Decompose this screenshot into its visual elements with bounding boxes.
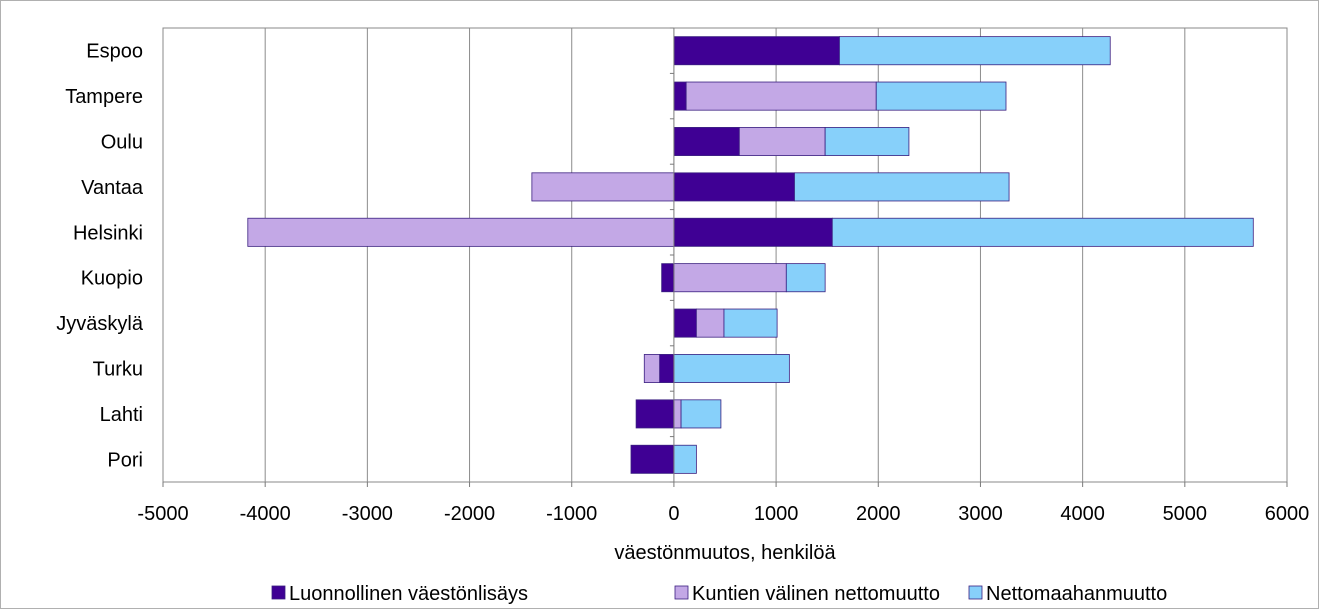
x-tick-label: 0 xyxy=(668,503,679,525)
bar-pori-nettomaahanmuutto xyxy=(673,444,697,474)
category-label-lahti: Lahti xyxy=(100,404,143,426)
bar-espoo-luonnollinen-vaestonlisays xyxy=(673,36,840,66)
category-label-jyvaskyla: Jyväskylä xyxy=(56,313,144,335)
bar-lahti-luonnollinen-vaestonlisays xyxy=(635,399,675,429)
x-axis-title: väestönmuutos, henkilöä xyxy=(614,542,836,564)
bar-turku-luonnollinen-vaestonlisays xyxy=(659,354,675,383)
bar-helsinki-nettomaahanmuutto xyxy=(831,217,1254,247)
bar-turku-nettomaahanmuutto xyxy=(673,354,790,383)
bar-helsinki-luonnollinen-vaestonlisays xyxy=(673,217,833,247)
category-label-vantaa: Vantaa xyxy=(81,177,144,199)
x-tick-label: 1000 xyxy=(754,503,799,525)
bar-vantaa-luonnollinen-vaestonlisays xyxy=(673,172,795,202)
category-label-pori: Pori xyxy=(107,449,143,471)
bar-vantaa-nettomaahanmuutto xyxy=(794,172,1010,202)
category-label-espoo: Espoo xyxy=(86,41,143,63)
bar-oulu-kuntien-valinen-nettomuutto xyxy=(738,127,826,156)
x-tick-label: 4000 xyxy=(1060,503,1105,525)
bar-espoo-nettomaahanmuutto xyxy=(839,36,1111,66)
x-tick-label: -5000 xyxy=(137,503,188,525)
category-label-oulu: Oulu xyxy=(101,132,143,154)
bar-kuopio-nettomaahanmuutto xyxy=(785,263,826,293)
x-tick-labels: -5000 -4000 -3000 -2000 -1000 0 1000 2000 3000 40… xyxy=(137,503,1309,525)
bar-jyvaskyla-nettomaahanmuutto xyxy=(723,308,778,338)
bar-jyvaskyla-luonnollinen-vaestonlisays xyxy=(673,308,697,338)
x-tick-label: 2000 xyxy=(856,503,901,525)
bar-helsinki-kuntien-valinen-nettomuutto xyxy=(247,217,675,247)
x-tick-label: -1000 xyxy=(546,503,597,525)
legend-swatch-luonnollinen-vaestonlisays xyxy=(271,585,286,600)
legend: Luonnollinen väestönlisäys Kuntien väline… xyxy=(271,583,1167,605)
category-label-tampere: Tampere xyxy=(65,86,143,108)
x-tick-label: -2000 xyxy=(444,503,495,525)
x-tick-label: -3000 xyxy=(342,503,393,525)
bar-vantaa-kuntien-valinen-nettomuutto xyxy=(531,172,675,202)
x-tick-label: -4000 xyxy=(240,503,291,525)
bar-turku-kuntien-valinen-nettomuutto xyxy=(643,354,661,383)
bar-tampere-luonnollinen-vaestonlisays xyxy=(673,81,687,111)
category-label-turku: Turku xyxy=(93,359,143,381)
legend-label-kuntien-valinen-nettomuutto: Kuntien välinen nettomuutto xyxy=(692,583,940,605)
bar-tampere-nettomaahanmuutto xyxy=(875,81,1007,111)
legend-label-nettomaahanmuutto: Nettomaahanmuutto xyxy=(986,583,1167,605)
x-tick-label: 3000 xyxy=(958,503,1003,525)
bar-oulu-luonnollinen-vaestonlisays xyxy=(673,127,740,156)
category-labels: Espoo Tampere Oulu Vantaa Helsinki Kuopio Jyvä… xyxy=(56,41,144,472)
bar-tampere-kuntien-valinen-nettomuutto xyxy=(685,81,877,111)
legend-label-luonnollinen-vaestonlisays: Luonnollinen väestönlisäys xyxy=(289,583,528,605)
bar-jyvaskyla-kuntien-valinen-nettomuutto xyxy=(695,308,725,338)
bar-lahti-kuntien-valinen-nettomuutto xyxy=(673,399,682,429)
bar-kuopio-luonnollinen-vaestonlisays xyxy=(661,263,675,293)
category-label-helsinki: Helsinki xyxy=(73,222,143,244)
bar-lahti-nettomaahanmuutto xyxy=(680,399,722,429)
x-tick-label: 5000 xyxy=(1163,503,1208,525)
x-tick-label: 6000 xyxy=(1265,503,1310,525)
bar-kuopio-kuntien-valinen-nettomuutto xyxy=(673,263,787,293)
bar-oulu-nettomaahanmuutto xyxy=(824,127,910,156)
bar-pori-luonnollinen-vaestonlisays xyxy=(630,444,675,474)
axes xyxy=(162,27,1288,487)
legend-swatch-kuntien-valinen-nettomuutto xyxy=(674,585,689,600)
category-label-kuopio: Kuopio xyxy=(81,268,143,290)
bars xyxy=(247,36,1254,474)
legend-swatch-nettomaahanmuutto xyxy=(968,585,983,600)
